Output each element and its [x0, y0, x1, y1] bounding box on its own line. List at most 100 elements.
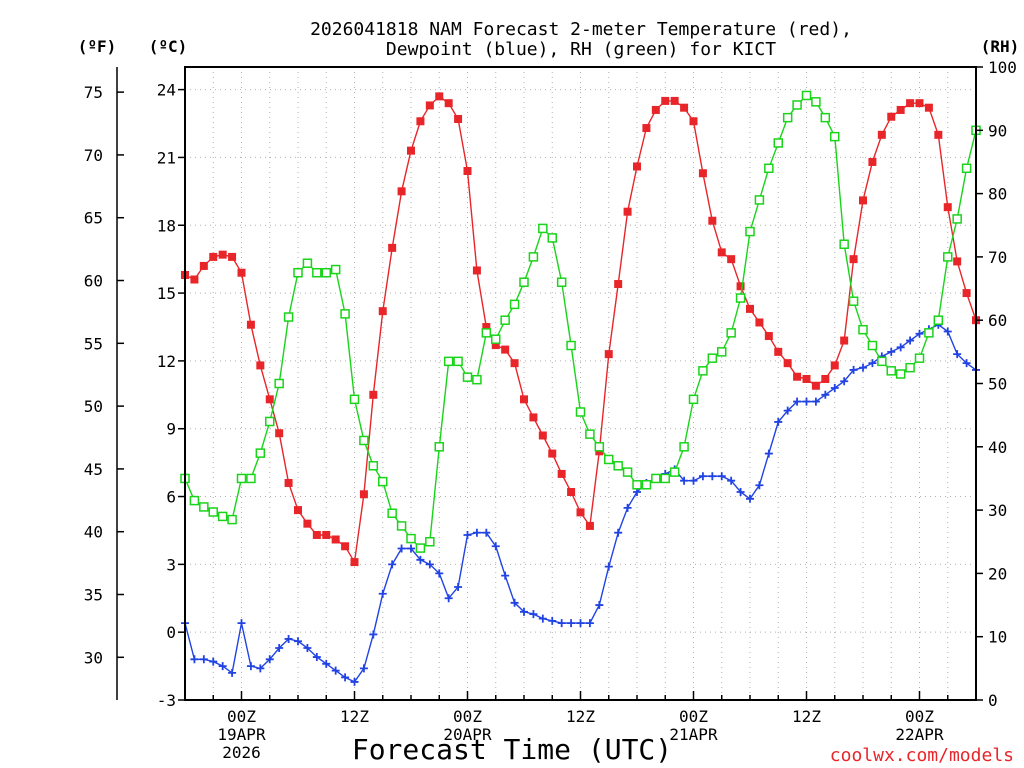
relative-humidity-point — [406, 533, 416, 544]
relative-humidity-point — [255, 448, 266, 458]
dewpoint-point — [708, 472, 717, 481]
relative-humidity-point — [858, 324, 868, 335]
dewpoint-point — [830, 384, 839, 393]
dewpoint-point — [614, 528, 623, 537]
temperature-point — [491, 341, 500, 350]
temperature-point — [811, 381, 820, 390]
dewpoint-point — [821, 390, 830, 399]
temperature-point — [265, 395, 274, 404]
dewpoint-point — [811, 397, 820, 406]
temperature-point — [341, 542, 350, 551]
temperature-point — [821, 374, 830, 383]
dewpoint-point — [520, 607, 528, 616]
relative-humidity-point — [622, 467, 633, 477]
relative-humidity-point — [688, 394, 699, 405]
temperature-point — [915, 99, 924, 108]
dewpoint-line — [184, 323, 977, 683]
celsius-tick-label: 24 — [157, 81, 176, 100]
temperature-point — [190, 275, 199, 284]
relative-humidity-point — [208, 507, 218, 517]
fahrenheit-tick-label: 35 — [84, 586, 103, 605]
dewpoint-point — [435, 569, 444, 578]
dewpoint-point — [190, 655, 199, 664]
temperature-point — [661, 96, 670, 105]
temperature-point — [435, 92, 444, 101]
dewpoint-point — [322, 659, 331, 668]
temperature-point — [228, 252, 237, 261]
relative-humidity-point — [604, 454, 614, 465]
relative-humidity-point — [491, 334, 501, 344]
temperature-point — [774, 347, 783, 356]
relative-humidity-point — [877, 356, 887, 367]
temperature-point — [896, 105, 905, 114]
dewpoint-point — [275, 644, 284, 653]
dewpoint-point — [736, 488, 745, 497]
relative-humidity-point — [519, 277, 529, 287]
relative-humidity-point — [246, 473, 256, 484]
temperature-point — [698, 169, 707, 178]
temperature-point — [651, 105, 660, 114]
relative-humidity-point — [952, 214, 962, 224]
dewpoint-point — [840, 377, 849, 386]
relative-humidity-point — [895, 369, 906, 379]
fahrenheit-tick-label: 65 — [84, 209, 103, 228]
relative-humidity-point — [236, 473, 247, 484]
temperature-point — [717, 248, 726, 257]
relative-humidity-point — [632, 480, 642, 490]
temperature-point — [877, 130, 886, 139]
relative-humidity-point — [707, 353, 718, 363]
dewpoint-point — [962, 359, 971, 368]
relative-humidity-point — [378, 476, 388, 487]
temperature-point — [642, 124, 651, 133]
relative-humidity-point — [566, 340, 576, 351]
temperature-point — [962, 289, 971, 298]
relative-humidity-point — [368, 461, 379, 471]
relative-humidity-point — [500, 315, 510, 325]
dewpoint-point — [491, 542, 500, 551]
celsius-tick-label: 18 — [157, 216, 176, 235]
temperature-point — [538, 431, 547, 440]
relative-humidity-point — [312, 267, 322, 278]
relative-humidity-point — [472, 374, 482, 385]
relative-humidity-point — [425, 537, 435, 547]
dewpoint-point — [237, 619, 246, 628]
temperature-point — [868, 157, 877, 166]
relative-humidity-point — [961, 163, 972, 174]
temperature-point — [906, 99, 915, 108]
dewpoint-point — [774, 417, 783, 426]
dewpoint-point — [246, 662, 255, 671]
temperature-point — [425, 101, 434, 110]
temperature-point — [830, 361, 839, 370]
relative-humidity-point — [509, 299, 520, 310]
series-layer — [180, 90, 981, 686]
temperature-point — [303, 519, 312, 528]
dewpoint-point — [501, 571, 510, 580]
relative-humidity-point — [613, 461, 623, 471]
dewpoint-point — [407, 544, 415, 553]
temperature-point — [604, 350, 613, 359]
temperature-point — [670, 96, 679, 105]
dewpoint-point — [482, 528, 491, 537]
temperature-point — [849, 255, 858, 264]
dewpoint-point — [698, 472, 707, 481]
dewpoint-point — [604, 562, 613, 571]
temperature-point — [388, 243, 397, 252]
dewpoint-point — [416, 555, 425, 564]
temperature-point — [764, 332, 773, 341]
relative-humidity-point — [914, 353, 925, 363]
dewpoint-point — [341, 673, 350, 682]
dewpoint-point — [350, 677, 359, 686]
dewpoint-point — [868, 359, 877, 368]
dewpoint-point — [294, 637, 302, 646]
dewpoint-point — [199, 655, 208, 664]
rh-tick-label: 50 — [988, 375, 1007, 394]
celsius-unit-label: (ºC) — [149, 37, 188, 56]
fahrenheit-tick-label: 55 — [84, 334, 103, 353]
temperature-point — [350, 558, 359, 567]
chart-title-line1: 2026041818 NAM Forecast 2-meter Temperat… — [310, 19, 852, 40]
relative-humidity-point — [217, 511, 228, 522]
x-tick-label: 12Z — [566, 707, 595, 726]
relative-humidity-point — [943, 252, 953, 262]
relative-humidity-point — [905, 362, 915, 373]
temperature-point — [378, 307, 387, 316]
